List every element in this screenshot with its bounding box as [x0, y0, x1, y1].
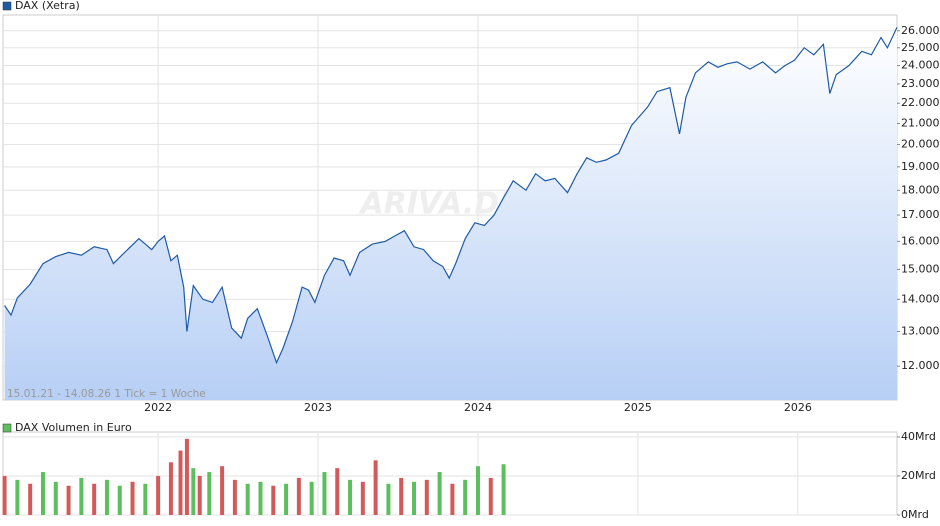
volume-bar	[191, 468, 196, 515]
volume-bar	[271, 485, 276, 515]
volume-bar	[197, 475, 202, 515]
y-tick-label: 24.000	[901, 58, 940, 71]
volume-bar	[335, 468, 340, 515]
price-line	[4, 27, 898, 365]
volume-bar	[501, 464, 506, 515]
plot-frame	[2, 431, 898, 516]
x-tick-label: 2022	[144, 401, 172, 414]
volume-bar	[40, 472, 45, 515]
volume-bar	[450, 483, 455, 515]
y-tick-label: 21.000	[901, 116, 940, 129]
volume-bar	[66, 485, 71, 515]
volume-bar	[284, 483, 289, 515]
volume-bar	[386, 483, 391, 515]
y-tick-label: 0Mrd	[901, 508, 929, 521]
x-tick-label: 2026	[784, 401, 812, 414]
volume-bar	[258, 481, 263, 515]
volume-bar	[130, 481, 135, 515]
volume-bar	[178, 450, 183, 515]
y-tick-label: 13.000	[901, 324, 940, 337]
y-tick-label: 14.000	[901, 292, 940, 305]
annotation: 15.01.21 - 14.08.26 1 Tick = 1 Woche	[7, 388, 206, 400]
x-tick-label: 2024	[464, 401, 492, 414]
volume-bar	[2, 475, 7, 515]
x-tick-label: 2025	[624, 401, 652, 414]
volume-bar	[207, 472, 212, 515]
y-tick-label: 18.000	[901, 183, 940, 196]
volume-bar	[143, 483, 148, 515]
y-tick-label: 20Mrd	[901, 469, 936, 482]
y-tick-label: 19.000	[901, 160, 940, 173]
volume-bar	[184, 438, 189, 515]
volume-bar	[296, 477, 301, 515]
volume-bar	[463, 479, 468, 515]
y-tick-label: 12.000	[901, 359, 940, 372]
y-tick-label: 17.000	[901, 208, 940, 221]
volume-bar	[53, 481, 58, 515]
legend-swatch	[2, 1, 12, 11]
y-tick-label: 16.000	[901, 234, 940, 247]
y-tick-label: 23.000	[901, 77, 940, 90]
legend-swatch	[2, 423, 12, 433]
volume-bar	[475, 466, 480, 515]
volume-bar	[15, 479, 20, 515]
y-tick-label: 22.000	[901, 96, 940, 109]
y-tick-label: 25.000	[901, 41, 940, 54]
volume-bar	[220, 466, 225, 515]
volume-bar	[360, 481, 365, 515]
volume-bar	[424, 479, 429, 515]
volume-bar	[373, 460, 378, 515]
legend-label: DAX Volumen in Euro	[15, 421, 132, 434]
volume-bar	[245, 483, 250, 515]
volume-bar	[79, 477, 84, 515]
volume-bar	[232, 479, 237, 515]
volume-bar	[309, 481, 314, 515]
volume-bar	[348, 479, 353, 515]
y-tick-label: 40Mrd	[901, 430, 936, 443]
volume-bar	[412, 481, 417, 515]
y-tick-label: 20.000	[901, 138, 940, 151]
volume-bar	[104, 479, 109, 515]
price-area	[4, 27, 898, 401]
x-tick-label: 2023	[304, 401, 332, 414]
volume-bar	[322, 472, 327, 515]
legend-label: DAX (Xetra)	[15, 0, 80, 12]
y-tick-label: 26.000	[901, 24, 940, 37]
volume-bar	[437, 472, 442, 515]
volume-bar	[156, 475, 161, 515]
volume-bar	[399, 477, 404, 515]
y-tick-label: 15.000	[901, 262, 940, 275]
volume-bar	[117, 485, 122, 515]
volume-bar	[168, 462, 173, 515]
volume-bar	[488, 477, 493, 515]
volume-bar	[92, 483, 97, 515]
volume-bar	[28, 483, 33, 515]
